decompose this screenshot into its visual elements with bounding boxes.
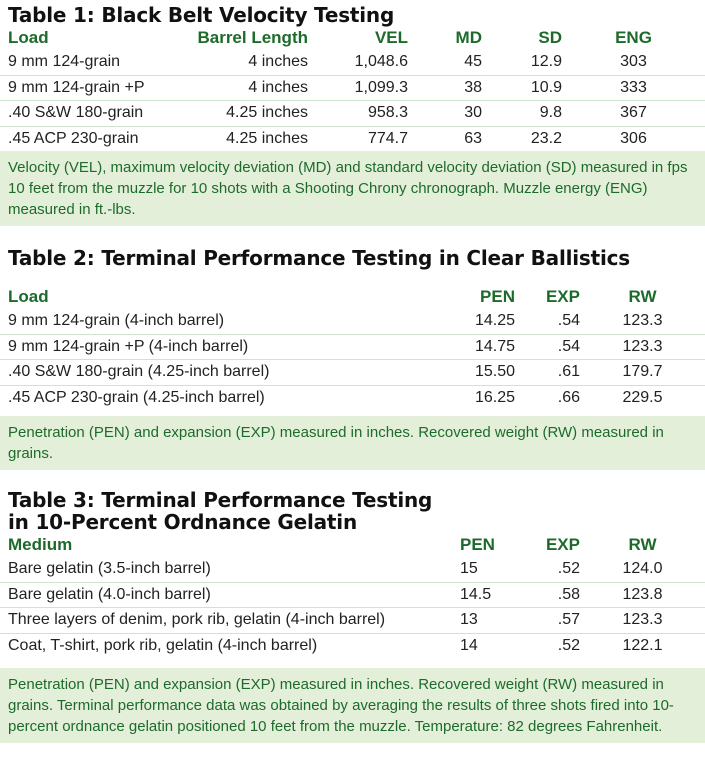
table1-cell: 12.9: [530, 53, 562, 71]
table1-cell: .40 S&W 180-grain: [0, 100, 180, 126]
table-row: Bare gelatin (4.0-inch barrel) 14.5 .58 …: [0, 581, 705, 608]
table2-cell: 9 mm 124-grain (4-inch barrel): [8, 312, 225, 330]
table3-cell: 122.1: [580, 632, 705, 658]
table1-cell: 4.25 inches: [180, 125, 308, 151]
table1-cell: 63: [408, 125, 482, 151]
table2-cell: 123.3: [622, 312, 663, 330]
table3-cell: 14: [440, 632, 520, 658]
table-row: 9 mm 124-grain +P (4-inch barrel) 14.75 …: [0, 333, 705, 360]
table1-header-sd: SD: [538, 28, 562, 47]
table3-cell: .58: [520, 581, 580, 608]
table3-header-rw: RW: [628, 535, 657, 554]
table2-cell: 179.7: [580, 359, 705, 385]
table2-cell: 229.5: [580, 384, 705, 410]
table1-cell: 1,048.6: [354, 53, 408, 71]
table-row: .40 S&W 180-grain (4.25-inch barrel) 15.…: [0, 359, 705, 385]
table3: Medium PEN EXP RW Bare gelatin (3.5-inch…: [0, 533, 705, 658]
table1-header-eng: ENG: [615, 28, 652, 47]
table1-cell: 4.25 inches: [180, 100, 308, 126]
table3-title-line1: Table 3: Terminal Performance Testing: [8, 488, 433, 512]
table3-cell: 123.8: [580, 581, 705, 608]
table1-note: Velocity (VEL), maximum velocity deviati…: [0, 151, 705, 226]
table2-header-row: Load PEN EXP RW: [0, 285, 705, 309]
table3-cell: 123.3: [580, 607, 705, 633]
table1-cell: 45: [464, 53, 482, 71]
table2-cell: .61: [515, 359, 580, 385]
table1-cell: 306: [562, 125, 705, 151]
table1-cell: 367: [562, 100, 705, 126]
table1-header-barrel-length: Barrel Length: [197, 28, 308, 47]
table1-section: Table 1: Black Belt Velocity Testing Loa…: [0, 4, 705, 226]
table1-cell: 9.8: [482, 100, 562, 126]
table-row: .45 ACP 230-grain (4.25-inch barrel) 16.…: [0, 384, 705, 410]
table2-cell: 14.25: [474, 312, 515, 330]
table-row: Coat, T-shirt, pork rib, gelatin (4-inch…: [0, 632, 705, 658]
table2-note: Penetration (PEN) and expansion (EXP) me…: [0, 416, 705, 470]
table3-header-pen: PEN: [460, 535, 495, 554]
table2-cell: 9 mm 124-grain +P (4-inch barrel): [0, 333, 420, 360]
table3-header-exp: EXP: [545, 535, 580, 554]
table3-cell: .57: [520, 607, 580, 633]
table2: Load PEN EXP RW 9 mm 124-grain (4-inch b…: [0, 285, 705, 410]
table1-cell: 958.3: [308, 100, 408, 126]
table2-cell: 14.75: [420, 333, 515, 360]
table2-cell: .66: [515, 384, 580, 410]
table1-cell: 333: [562, 74, 705, 101]
table3-cell: 124.0: [622, 560, 663, 578]
table1-header-vel: VEL: [374, 28, 408, 47]
table-row: 9 mm 124-grain 4 inches 1,048.6 45 12.9 …: [0, 50, 705, 75]
table-row: 9 mm 124-grain +P 4 inches 1,099.3 38 10…: [0, 74, 705, 101]
table1-header-row: Load Barrel Length VEL MD SD ENG: [0, 26, 705, 50]
table2-section: Table 2: Terminal Performance Testing in…: [0, 247, 705, 470]
table1-cell: 774.7: [308, 125, 408, 151]
table-row: .45 ACP 230-grain 4.25 inches 774.7 63 2…: [0, 125, 705, 151]
table-row: 9 mm 124-grain (4-inch barrel) 14.25 .54…: [0, 309, 705, 334]
table1-cell: 1,099.3: [308, 74, 408, 101]
table3-cell: 14.5: [440, 581, 520, 608]
table2-cell: 15.50: [420, 359, 515, 385]
table3-title-line2: in 10-Percent Ordnance Gelatin: [8, 510, 357, 534]
table1-cell: 4 inches: [180, 74, 308, 101]
table1-cell: 9 mm 124-grain: [8, 53, 121, 71]
table3-cell: .52: [520, 632, 580, 658]
table2-cell: .45 ACP 230-grain (4.25-inch barrel): [0, 384, 420, 410]
table2-cell: 16.25: [420, 384, 515, 410]
table3-cell: Bare gelatin (4.0-inch barrel): [0, 581, 440, 608]
table2-cell: 123.3: [580, 333, 705, 360]
table3-cell: 15: [460, 560, 478, 578]
table2-header-load: Load: [8, 287, 49, 306]
table1-cell: .45 ACP 230-grain: [0, 125, 180, 151]
table1-cell: 4 inches: [248, 53, 308, 71]
table2-header-rw: RW: [628, 287, 657, 306]
table2-title: Table 2: Terminal Performance Testing in…: [8, 246, 630, 270]
table3-header-row: Medium PEN EXP RW: [0, 533, 705, 557]
table3-note: Penetration (PEN) and expansion (EXP) me…: [0, 668, 705, 743]
table3-cell: 13: [440, 607, 520, 633]
table3-header-medium: Medium: [8, 535, 73, 554]
table-row: Three layers of denim, pork rib, gelatin…: [0, 607, 705, 633]
table1-header-md: MD: [455, 28, 482, 47]
table2-header-exp: EXP: [545, 287, 580, 306]
table1-cell: 23.2: [482, 125, 562, 151]
table2-cell: .54: [557, 312, 580, 330]
table1-cell: 303: [620, 53, 647, 71]
table3-cell: Coat, T-shirt, pork rib, gelatin (4-inch…: [0, 632, 440, 658]
table1-title: Table 1: Black Belt Velocity Testing: [8, 3, 395, 27]
table1-header-load: Load: [8, 28, 49, 47]
table2-cell: .54: [515, 333, 580, 360]
table3-cell: .52: [557, 560, 580, 578]
table3-cell: Three layers of denim, pork rib, gelatin…: [0, 607, 440, 633]
table1-cell: 38: [408, 74, 482, 101]
table1: Load Barrel Length VEL MD SD ENG 9 mm 12…: [0, 26, 705, 151]
table2-header-pen: PEN: [480, 287, 515, 306]
table3-section: Table 3: Terminal Performance Testing in…: [0, 489, 705, 743]
table1-cell: 30: [408, 100, 482, 126]
table3-cell: Bare gelatin (3.5-inch barrel): [8, 560, 211, 578]
table1-cell: 10.9: [482, 74, 562, 101]
table-row: Bare gelatin (3.5-inch barrel) 15 .52 12…: [0, 557, 705, 582]
table1-cell: 9 mm 124-grain +P: [0, 74, 180, 101]
table2-cell: .40 S&W 180-grain (4.25-inch barrel): [0, 359, 420, 385]
table-row: .40 S&W 180-grain 4.25 inches 958.3 30 9…: [0, 100, 705, 126]
